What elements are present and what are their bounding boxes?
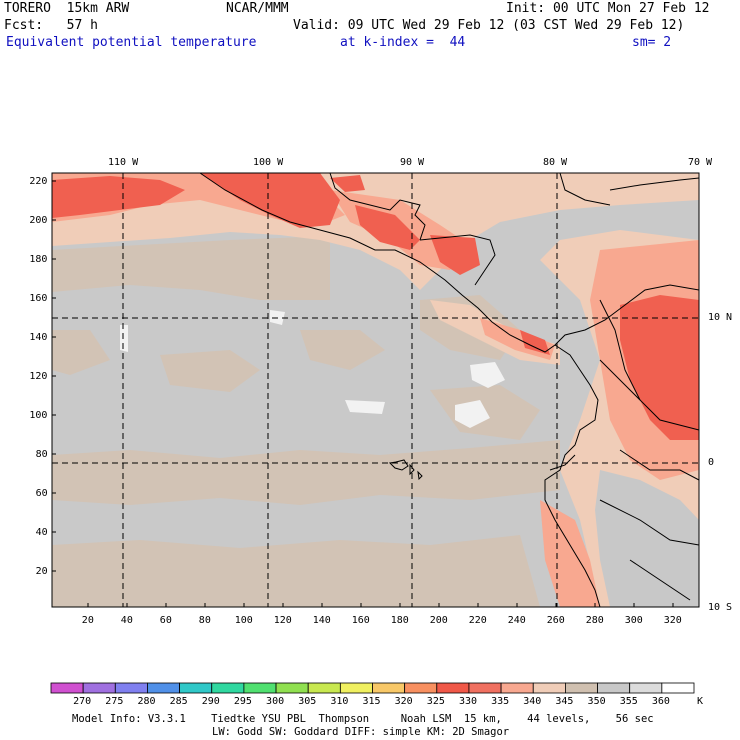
y-tick-label: 40 <box>35 527 48 538</box>
y-tick-label: 200 <box>29 215 48 226</box>
x-tick-label: 240 <box>507 615 526 626</box>
colorbar-swatch <box>468 682 502 694</box>
colorbar-label: 325 <box>426 696 445 707</box>
coastlines <box>199 172 700 608</box>
y-tick-label: 20 <box>35 566 48 577</box>
forecast-hour: Fcst: 57 h <box>4 18 98 33</box>
colorbar-label: 335 <box>491 696 510 707</box>
colorbar-label: 360 <box>651 696 670 707</box>
colorbar-label: 345 <box>555 696 574 707</box>
y-tick-label: 180 <box>29 254 48 265</box>
x-tick-label: 160 <box>351 615 370 626</box>
x-tick-label: 180 <box>390 615 409 626</box>
colorbar-swatch <box>436 682 470 694</box>
lon-label: 110 W <box>108 157 139 168</box>
theta-e-360-patches <box>120 310 505 428</box>
colorbar-label: 330 <box>458 696 477 707</box>
x-tick-label: 320 <box>663 615 682 626</box>
x-tick-label: 300 <box>624 615 643 626</box>
colorbar-swatch <box>147 682 180 694</box>
graticule <box>52 173 699 607</box>
map-frame <box>51 172 700 608</box>
colorbar-swatch <box>307 682 341 694</box>
colorbar-swatch <box>179 682 213 694</box>
lon-label: 100 W <box>253 157 284 168</box>
colorbar-label: 355 <box>619 696 638 707</box>
field-name: Equivalent potential temperature <box>6 35 257 50</box>
theta-e-345-patches <box>52 236 560 607</box>
x-tick-label: 40 <box>120 615 133 626</box>
lon-label: 80 W <box>543 157 568 168</box>
y-tick-label: 160 <box>29 293 48 304</box>
x-tick-label: 140 <box>312 615 331 626</box>
colorbar-label: 295 <box>233 696 252 707</box>
x-tick-label: 120 <box>273 615 292 626</box>
axis-ticks <box>52 180 674 607</box>
x-tick-label: 260 <box>546 615 565 626</box>
colorbar-swatch <box>275 682 309 694</box>
colorbar-unit: K <box>697 696 704 707</box>
x-tick-label: 20 <box>81 615 94 626</box>
colorbar-label: 280 <box>137 696 156 707</box>
colorbar-swatch <box>597 682 631 694</box>
x-tick-label: 200 <box>429 615 448 626</box>
colorbar-label: 310 <box>330 696 349 707</box>
lon-label: 90 W <box>400 157 425 168</box>
model-title: TORERO 15km ARW <box>4 1 130 16</box>
colorbar-label: 290 <box>201 696 220 707</box>
colorbar-label: 270 <box>73 696 92 707</box>
colorbar-swatch <box>404 682 438 694</box>
colorbar-swatch <box>50 682 84 694</box>
colorbar-swatch <box>629 682 663 694</box>
theta-e-330-areas <box>52 173 699 440</box>
x-tick-label: 220 <box>468 615 487 626</box>
y-tick-label: 100 <box>29 410 48 421</box>
colorbar-label: 315 <box>362 696 381 707</box>
colorbar-label: 305 <box>298 696 317 707</box>
model-info: Model Info: V3.3.1 Tiedtke YSU PBL Thomp… <box>72 713 654 725</box>
center-label: NCAR/MMM <box>226 1 289 16</box>
colorbar-label: 275 <box>105 696 124 707</box>
colorbar-swatch <box>114 682 148 694</box>
colorbar-swatch <box>372 682 406 694</box>
colorbar-swatch <box>565 682 598 694</box>
lat-label: 0 <box>708 457 715 468</box>
x-tick-label: 280 <box>585 615 604 626</box>
lat-label: 10 S <box>708 602 733 613</box>
lon-label: 70 W <box>688 157 713 168</box>
smoothing-label: sm= 2 <box>632 35 672 50</box>
colorbar-swatch <box>661 682 695 694</box>
level-label: at k-index = 44 <box>340 35 466 50</box>
y-tick-label: 220 <box>29 176 48 187</box>
valid-time: Valid: 09 UTC Wed 29 Feb 12 (03 CST Wed … <box>293 18 685 33</box>
y-tick-label: 120 <box>29 371 48 382</box>
colorbar-swatch <box>339 682 373 694</box>
colorbar-label: 350 <box>587 696 606 707</box>
y-tick-label: 80 <box>35 449 48 460</box>
colorbar-label: 340 <box>523 696 542 707</box>
colorbar-swatch <box>500 682 534 694</box>
x-tick-label: 100 <box>234 615 253 626</box>
colorbar-label: 320 <box>394 696 413 707</box>
init-time: Init: 00 UTC Mon 27 Feb 12 <box>506 1 710 16</box>
y-tick-label: 60 <box>35 488 48 499</box>
y-tick-label: 140 <box>29 332 48 343</box>
theta-e-350-land <box>595 470 699 607</box>
x-tick-label: 60 <box>159 615 172 626</box>
colorbar-label: 300 <box>266 696 285 707</box>
colorbar-swatch <box>82 682 116 694</box>
colorbar-swatch <box>211 682 245 694</box>
physics-info: LW: Godd SW: Goddard DIFF: simple KM: 2D… <box>212 726 510 738</box>
colorbar-label: 285 <box>169 696 188 707</box>
lat-label: 10 N <box>708 312 733 323</box>
colorbar-swatch <box>243 682 277 694</box>
x-tick-label: 80 <box>198 615 211 626</box>
colorbar-swatch <box>532 682 566 694</box>
